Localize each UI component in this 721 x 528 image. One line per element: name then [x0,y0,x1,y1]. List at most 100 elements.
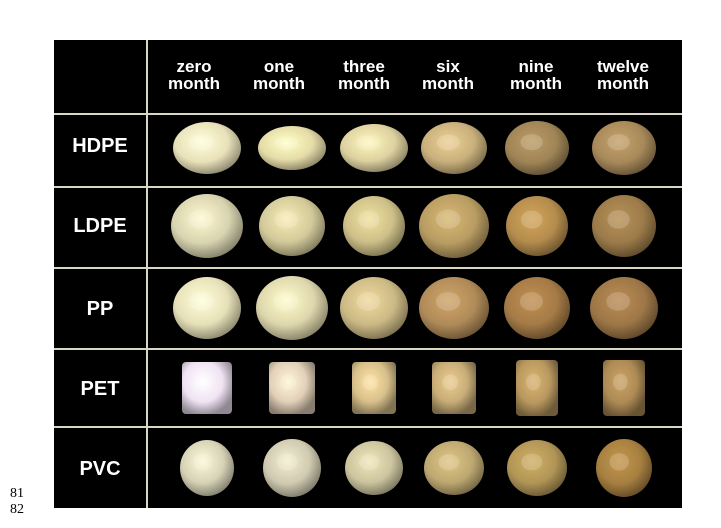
pellet-graphic [592,121,656,175]
pellet-highlight [273,291,299,311]
sample-image-pp-one [254,274,330,342]
pellet-graphic [258,126,326,170]
column-header-line: month [253,74,305,93]
row-divider [54,113,682,115]
pellet-body [345,441,403,495]
pellet-body [173,122,241,174]
pellet-highlight [607,134,630,151]
column-header-zero-month: zero month [152,58,236,92]
pellet-body [505,121,569,175]
sample-image-hdpe-nine [503,119,571,177]
sample-image-pp-zero [171,275,243,341]
sample-image-hdpe-one [256,124,328,172]
pellet-body [506,196,568,256]
pellet-body [256,276,328,340]
sample-image-ldpe-twelve [590,193,658,259]
row-label-hdpe: HDPE [72,135,128,157]
sample-image-hdpe-twelve [590,119,658,177]
pellet-highlight [521,453,543,471]
pellet-graphic [504,277,570,339]
pellet-graphic [419,194,489,258]
sample-image-pp-three [338,275,410,341]
column-header-nine-month: nine month [494,58,578,92]
sample-image-ldpe-three [341,194,407,258]
sample-image-hdpe-three [338,122,410,174]
column-header-three-month: three month [322,58,406,92]
pellet-highlight [607,210,630,229]
pellet-graphic [421,122,487,174]
row-label-ldpe: LDPE [73,215,127,237]
pellet-highlight [612,373,628,391]
pellet-graphic [340,124,408,172]
pellet-body [180,440,234,496]
pellet-body [504,277,570,339]
pellet-body [263,439,321,497]
column-header-line: one [263,57,295,76]
pellet-body [507,440,567,496]
pellet-graphic [419,277,489,339]
pellet-highlight [276,453,298,471]
pellet-body [590,277,658,339]
row-label-pet: PET [80,378,120,400]
pellet-body [596,439,652,497]
pellet-graphic [343,196,405,256]
pellet-graphic [180,440,234,496]
pellet-highlight [356,135,381,150]
sample-image-ldpe-one [257,194,327,258]
row-divider [54,186,682,188]
pellet-body [269,362,315,414]
pellet-graphic [603,360,645,416]
sample-image-pvc-one [261,437,323,499]
column-header-twelve-month: twelve month [581,58,665,92]
sample-image-pet-nine [514,358,560,418]
column-header-line: three [343,57,385,76]
pellet-body [603,360,645,416]
pellet-body [343,196,405,256]
line-number: 82 [10,502,24,517]
sample-image-ldpe-six [417,192,491,260]
sample-image-ldpe-zero [169,192,245,260]
row-divider [54,426,682,428]
pellet-body [424,441,484,495]
sample-image-pet-one [267,360,317,416]
sample-image-hdpe-six [419,120,489,176]
pellet-graphic [340,277,408,339]
sample-image-pet-zero [180,360,234,416]
sample-image-pvc-twelve [594,437,654,499]
column-header-line: month [510,74,562,93]
pellet-highlight [357,210,380,229]
pellet-body [419,277,489,339]
pellet-highlight [358,454,380,471]
pellet-graphic [596,439,652,497]
pellet-highlight [274,210,298,229]
pellet-graphic [269,362,315,414]
pellet-body [592,121,656,175]
column-header-one-month: one month [237,58,321,92]
pellet-graphic [505,121,569,175]
sample-grid-figure: zero month one month three month six mon… [54,40,682,508]
pellet-graphic [256,276,328,340]
pellet-graphic [345,441,403,495]
pellet-body [340,277,408,339]
column-header-six-month: six month [406,58,490,92]
sample-image-pvc-six [422,439,486,497]
sample-image-ldpe-nine [504,194,570,258]
sample-image-hdpe-zero [171,120,243,176]
sample-image-pet-six [430,360,478,416]
column-header-line: twelve [597,57,649,76]
pellet-highlight [609,453,629,471]
pellet-graphic [432,362,476,414]
pellet-graphic [516,360,558,416]
pellet-graphic [173,122,241,174]
pellet-body [258,126,326,170]
pellet-body [173,277,241,339]
pellet-highlight [525,373,541,391]
pellet-graphic [424,441,484,495]
column-header-line: month [338,74,390,93]
sample-image-pet-twelve [601,358,647,418]
line-number: 81 [10,486,24,501]
pellet-highlight [274,136,299,150]
sample-image-pet-three [350,360,398,416]
line-numbers: 81 82 [0,486,24,518]
